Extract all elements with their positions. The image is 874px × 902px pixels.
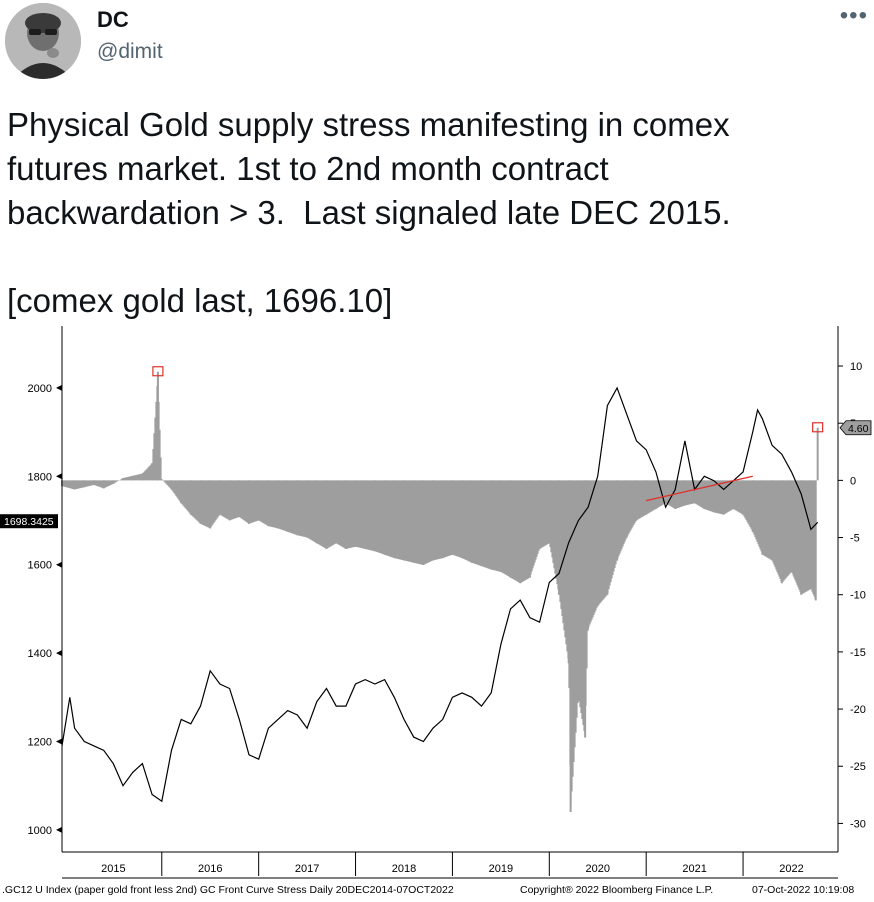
right-tick-label: -15 — [850, 647, 866, 659]
more-options-icon[interactable]: ••• — [839, 2, 868, 29]
left-tick-mark — [56, 826, 62, 833]
left-tick-label: 1200 — [28, 736, 52, 748]
right-tick-label: -20 — [850, 704, 866, 716]
left-tick-mark — [56, 384, 62, 391]
tweet-line: Physical Gold supply stress manifesting … — [7, 106, 730, 143]
signal-marker — [812, 422, 824, 433]
last-price-tag: 1698.3425 — [4, 516, 54, 528]
right-tick-label: 0 — [850, 475, 856, 487]
footer-left: .GC12 U Index (paper gold front less 2nd… — [2, 884, 454, 896]
right-tick-label: -30 — [850, 818, 866, 830]
right-tick-label: -10 — [850, 590, 866, 602]
display-name[interactable]: DC — [97, 7, 129, 32]
tweet-line: [comex gold last, 1696.10] — [7, 282, 393, 319]
left-tick-label: 1600 — [28, 560, 52, 572]
tweet-text: Physical Gold supply stress manifesting … — [7, 103, 867, 323]
left-tick-label: 1800 — [28, 471, 52, 483]
signal-marker — [152, 366, 164, 377]
x-tick-label: 2015 — [101, 863, 125, 875]
last-stress-tag-bg — [839, 420, 872, 436]
left-tick-mark — [56, 738, 62, 745]
trend-line — [646, 475, 753, 502]
x-tick-label: 2021 — [682, 863, 706, 875]
right-tick-label: 10 — [850, 361, 862, 373]
left-tick-mark — [56, 473, 62, 480]
x-tick-label: 2018 — [392, 863, 416, 875]
x-tick-label: 2017 — [295, 863, 319, 875]
x-tick-label: 2020 — [585, 863, 609, 875]
tweet-line: backwardation > 3. Last signaled late DE… — [7, 194, 731, 231]
chart-svg: 1000120014001600180020001050-5-10-15-20-… — [0, 322, 874, 897]
tweet-line: futures market. 1st to 2nd month contrac… — [7, 150, 609, 187]
x-tick-label: 2016 — [198, 863, 222, 875]
gold-price-line — [61, 386, 819, 803]
right-tick-label: -25 — [850, 761, 866, 773]
avatar[interactable] — [5, 3, 81, 79]
x-tick-label: 2022 — [779, 863, 803, 875]
left-tick-label: 2000 — [28, 383, 52, 395]
left-tick-label: 1400 — [28, 648, 52, 660]
footer-right: 07-Oct-2022 10:19:08 — [752, 884, 854, 896]
user-handle[interactable]: @dimit — [97, 40, 163, 63]
last-stress-tag: 4.60 — [848, 423, 869, 435]
left-tick-mark — [56, 650, 62, 657]
left-tick-mark — [56, 561, 62, 568]
last-price-tag-bg — [0, 514, 58, 529]
chart-image[interactable]: 1000120014001600180020001050-5-10-15-20-… — [0, 322, 874, 897]
left-tick-label: 1000 — [28, 825, 52, 837]
right-tick-label: -5 — [850, 533, 860, 545]
x-tick-label: 2019 — [489, 863, 513, 875]
footer-middle: Copyright® 2022 Bloomberg Finance L.P. — [520, 884, 713, 896]
